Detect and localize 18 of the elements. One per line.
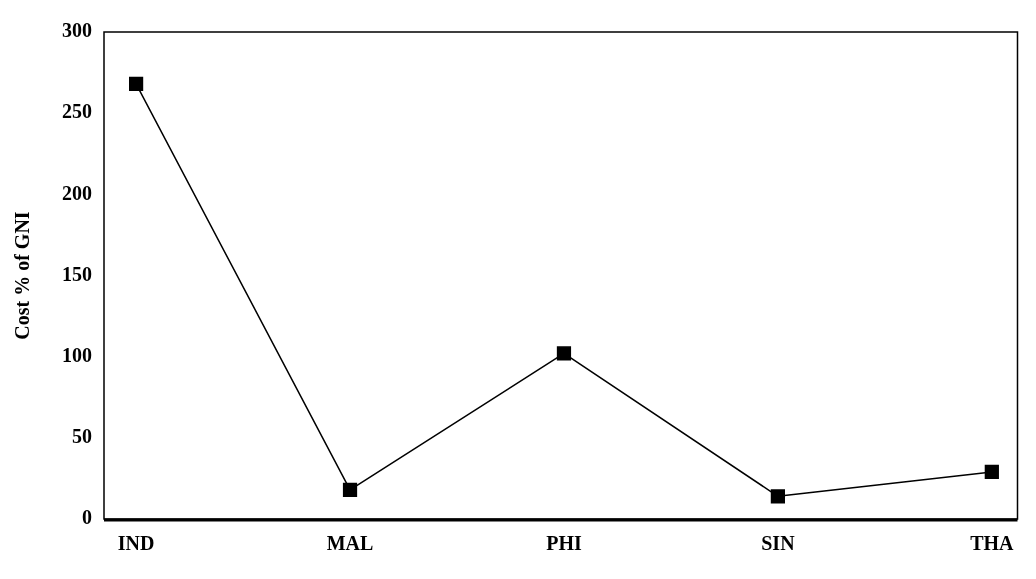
point xyxy=(984,464,999,480)
x-tick-label: THA xyxy=(970,532,1015,555)
y-tick-label: 150 xyxy=(62,262,92,285)
y-tick-label: 100 xyxy=(62,343,92,366)
x-tick-label: MAL xyxy=(326,532,374,555)
point xyxy=(342,482,358,497)
point xyxy=(770,489,786,504)
y-tick-label: 200 xyxy=(62,181,92,204)
y-tick-label: 0 xyxy=(82,506,92,529)
point xyxy=(556,346,572,361)
x-tick-label: PHI xyxy=(546,532,582,555)
x-tick-label: SIN xyxy=(761,532,796,555)
x-tick-label: IND xyxy=(117,532,155,555)
y-tick-label: 50 xyxy=(72,425,92,448)
y-tick-label: 300 xyxy=(62,19,92,42)
point xyxy=(128,76,144,92)
y-tick-label: 250 xyxy=(62,100,92,123)
y-axis-title: Cost % of GNI xyxy=(11,211,34,340)
